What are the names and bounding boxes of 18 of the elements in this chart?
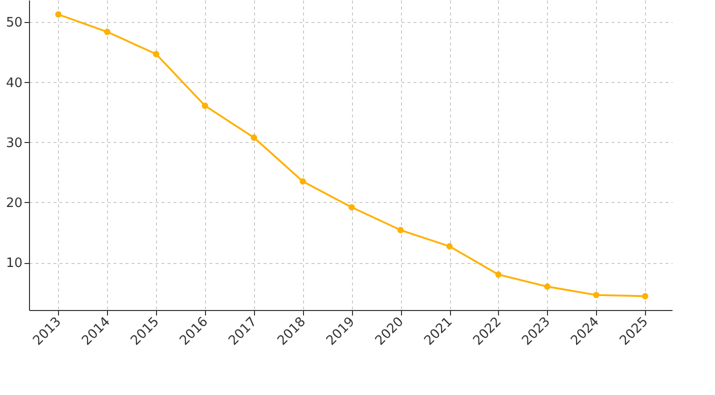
point xyxy=(446,243,453,250)
point xyxy=(152,50,160,58)
y-tick-label: 30 xyxy=(6,136,22,151)
y-tick-label: 20 xyxy=(6,196,22,211)
point xyxy=(544,283,550,290)
point xyxy=(348,204,355,210)
y-tick-label: 50 xyxy=(6,16,22,31)
point xyxy=(642,293,648,300)
y-tick-label: 40 xyxy=(6,76,22,91)
point xyxy=(55,11,62,18)
point xyxy=(300,178,306,185)
point xyxy=(397,226,404,234)
point xyxy=(104,28,110,35)
point xyxy=(250,134,258,141)
point xyxy=(593,292,600,298)
point xyxy=(202,102,208,109)
point xyxy=(495,271,502,278)
y-tick-label: 10 xyxy=(6,256,22,272)
